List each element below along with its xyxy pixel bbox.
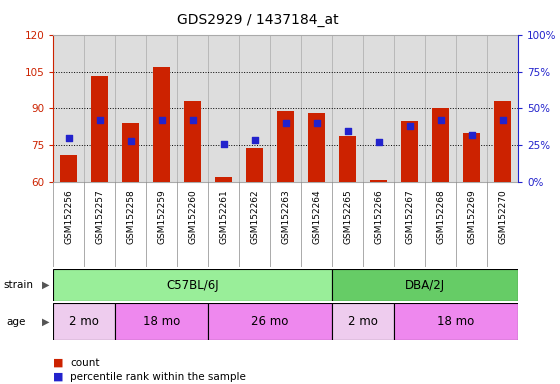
Bar — [494, 101, 511, 182]
Point — [467, 132, 476, 138]
Text: GSM152263: GSM152263 — [281, 189, 290, 244]
Bar — [401, 121, 418, 182]
Bar — [215, 177, 232, 182]
Point — [374, 139, 383, 146]
Point — [188, 117, 197, 123]
Bar — [153, 66, 170, 182]
Text: strain: strain — [4, 280, 34, 290]
Point — [405, 123, 414, 129]
Text: GSM152264: GSM152264 — [312, 189, 321, 244]
Bar — [208, 303, 332, 340]
Text: ▶: ▶ — [42, 280, 49, 290]
Bar — [332, 269, 518, 301]
Text: DBA/2J: DBA/2J — [405, 279, 445, 291]
Bar — [370, 180, 387, 182]
Point — [250, 136, 259, 142]
Text: GSM152259: GSM152259 — [157, 189, 166, 244]
Text: GSM152260: GSM152260 — [188, 189, 197, 244]
Text: ▶: ▶ — [42, 316, 49, 327]
Text: GSM152262: GSM152262 — [250, 189, 259, 244]
Text: GDS2929 / 1437184_at: GDS2929 / 1437184_at — [177, 13, 338, 27]
Text: count: count — [70, 358, 100, 368]
Text: 18 mo: 18 mo — [143, 315, 180, 328]
Text: GSM152261: GSM152261 — [219, 189, 228, 244]
Bar — [91, 76, 108, 182]
Text: ■: ■ — [53, 358, 64, 368]
Text: GSM152266: GSM152266 — [374, 189, 383, 244]
Text: percentile rank within the sample: percentile rank within the sample — [70, 372, 246, 382]
Bar — [339, 136, 356, 182]
Bar — [246, 148, 263, 182]
Point — [64, 135, 73, 141]
Bar — [277, 111, 294, 182]
Text: 2 mo: 2 mo — [348, 315, 378, 328]
Point — [157, 117, 166, 123]
Point — [281, 120, 290, 126]
Point — [95, 117, 104, 123]
Bar — [308, 113, 325, 182]
Bar — [332, 303, 394, 340]
Text: 26 mo: 26 mo — [251, 315, 289, 328]
Text: GSM152257: GSM152257 — [95, 189, 104, 244]
Text: GSM152267: GSM152267 — [405, 189, 414, 244]
Text: 2 mo: 2 mo — [69, 315, 99, 328]
Text: GSM152258: GSM152258 — [126, 189, 135, 244]
Bar — [432, 109, 449, 182]
Bar — [122, 123, 139, 182]
Text: C57BL/6J: C57BL/6J — [166, 279, 219, 291]
Bar — [184, 101, 201, 182]
Text: 18 mo: 18 mo — [437, 315, 475, 328]
Point — [126, 138, 135, 144]
Point — [343, 127, 352, 134]
Bar — [60, 155, 77, 182]
Point — [312, 120, 321, 126]
Text: GSM152256: GSM152256 — [64, 189, 73, 244]
Text: age: age — [7, 316, 26, 327]
Bar — [463, 133, 480, 182]
Text: GSM152270: GSM152270 — [498, 189, 507, 244]
Point — [219, 141, 228, 147]
Point — [436, 117, 445, 123]
Point — [498, 117, 507, 123]
Text: GSM152265: GSM152265 — [343, 189, 352, 244]
Bar — [115, 303, 208, 340]
Bar — [53, 269, 332, 301]
Text: GSM152269: GSM152269 — [467, 189, 476, 244]
Bar — [394, 303, 518, 340]
Text: ■: ■ — [53, 372, 64, 382]
Bar — [53, 303, 115, 340]
Text: GSM152268: GSM152268 — [436, 189, 445, 244]
